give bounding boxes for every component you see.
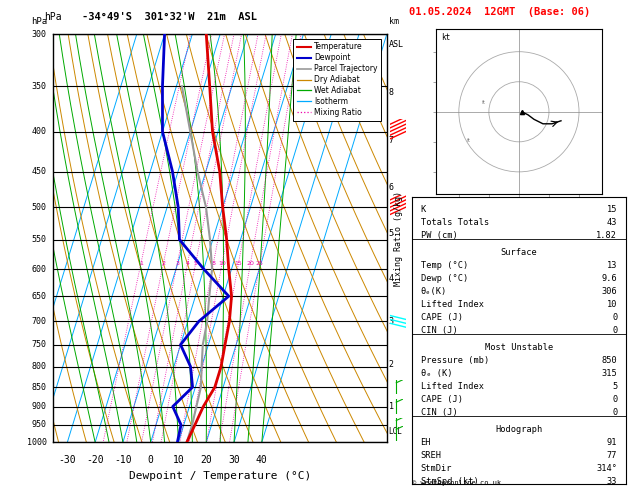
Text: 800: 800 bbox=[32, 362, 47, 371]
Text: θₑ(K): θₑ(K) bbox=[421, 287, 447, 296]
Text: 1: 1 bbox=[389, 401, 394, 411]
Text: 550: 550 bbox=[32, 235, 47, 244]
Text: Pressure (mb): Pressure (mb) bbox=[421, 356, 489, 365]
Text: Dewp (°C): Dewp (°C) bbox=[421, 274, 468, 283]
Text: 1.82: 1.82 bbox=[596, 231, 617, 240]
Text: 700: 700 bbox=[32, 317, 47, 326]
Text: 300: 300 bbox=[32, 30, 47, 38]
Text: StmSpd (kt): StmSpd (kt) bbox=[421, 477, 478, 486]
Text: Lifted Index: Lifted Index bbox=[421, 382, 484, 391]
Text: hPa: hPa bbox=[44, 12, 62, 22]
Text: 950: 950 bbox=[32, 420, 47, 429]
Text: 500: 500 bbox=[32, 203, 47, 212]
Text: EH: EH bbox=[421, 438, 431, 447]
Text: 4: 4 bbox=[389, 274, 394, 283]
Text: 43: 43 bbox=[607, 218, 617, 226]
Text: ft: ft bbox=[481, 100, 486, 105]
Text: CAPE (J): CAPE (J) bbox=[421, 313, 462, 322]
Text: 650: 650 bbox=[32, 292, 47, 301]
Text: © weatheronline.co.uk: © weatheronline.co.uk bbox=[412, 480, 501, 486]
Text: 7: 7 bbox=[389, 136, 394, 145]
Text: 0: 0 bbox=[612, 395, 617, 404]
Text: 33: 33 bbox=[607, 477, 617, 486]
Text: Totals Totals: Totals Totals bbox=[421, 218, 489, 226]
Text: 15: 15 bbox=[235, 261, 242, 266]
Text: kt: kt bbox=[441, 33, 450, 42]
Text: -34°49'S  301°32'W  21m  ASL: -34°49'S 301°32'W 21m ASL bbox=[82, 12, 257, 22]
Text: 6: 6 bbox=[389, 183, 394, 192]
Text: CIN (J): CIN (J) bbox=[421, 326, 457, 335]
Text: Dewpoint / Temperature (°C): Dewpoint / Temperature (°C) bbox=[129, 471, 311, 481]
Text: 25: 25 bbox=[256, 261, 264, 266]
Text: ft: ft bbox=[466, 138, 470, 143]
Text: SREH: SREH bbox=[421, 451, 442, 460]
Text: 600: 600 bbox=[32, 264, 47, 274]
Text: StmDir: StmDir bbox=[421, 464, 452, 473]
Text: 2: 2 bbox=[389, 360, 394, 369]
Text: PW (cm): PW (cm) bbox=[421, 231, 457, 240]
Text: hPa: hPa bbox=[31, 17, 47, 26]
Text: 306: 306 bbox=[601, 287, 617, 296]
Text: Lifted Index: Lifted Index bbox=[421, 300, 484, 309]
Legend: Temperature, Dewpoint, Parcel Trajectory, Dry Adiabat, Wet Adiabat, Isotherm, Mi: Temperature, Dewpoint, Parcel Trajectory… bbox=[293, 39, 381, 121]
Text: 1: 1 bbox=[139, 261, 143, 266]
Text: 5: 5 bbox=[612, 382, 617, 391]
Text: Temp (°C): Temp (°C) bbox=[421, 260, 468, 270]
Text: 3: 3 bbox=[389, 317, 394, 326]
Text: 450: 450 bbox=[32, 167, 47, 176]
Text: 10: 10 bbox=[607, 300, 617, 309]
Text: 77: 77 bbox=[607, 451, 617, 460]
Text: ASL: ASL bbox=[389, 40, 403, 49]
Text: 10: 10 bbox=[218, 261, 226, 266]
Text: 01.05.2024  12GMT  (Base: 06): 01.05.2024 12GMT (Base: 06) bbox=[409, 7, 590, 17]
Text: km: km bbox=[389, 17, 399, 26]
Text: 0: 0 bbox=[148, 454, 153, 465]
Text: CAPE (J): CAPE (J) bbox=[421, 395, 462, 404]
Text: -20: -20 bbox=[86, 454, 104, 465]
Text: -10: -10 bbox=[114, 454, 131, 465]
Text: LCL: LCL bbox=[389, 427, 403, 436]
Text: 4: 4 bbox=[186, 261, 189, 266]
Text: 10: 10 bbox=[172, 454, 184, 465]
Text: Mixing Ratio (g/kg): Mixing Ratio (g/kg) bbox=[394, 191, 403, 286]
Text: 5: 5 bbox=[389, 229, 394, 239]
Text: 15: 15 bbox=[607, 205, 617, 214]
Text: 13: 13 bbox=[607, 260, 617, 270]
Text: 3: 3 bbox=[175, 261, 179, 266]
Text: 20: 20 bbox=[247, 261, 254, 266]
Text: K: K bbox=[421, 205, 426, 214]
Text: 5: 5 bbox=[194, 261, 198, 266]
Text: 9.6: 9.6 bbox=[601, 274, 617, 283]
Text: 400: 400 bbox=[32, 127, 47, 136]
Text: -30: -30 bbox=[58, 454, 76, 465]
Text: 30: 30 bbox=[228, 454, 240, 465]
Text: 20: 20 bbox=[201, 454, 212, 465]
Text: CIN (J): CIN (J) bbox=[421, 408, 457, 417]
Text: 2: 2 bbox=[162, 261, 165, 266]
Text: 314°: 314° bbox=[596, 464, 617, 473]
Text: 850: 850 bbox=[601, 356, 617, 365]
Text: Hodograph: Hodograph bbox=[495, 425, 543, 434]
Text: 900: 900 bbox=[32, 402, 47, 411]
Text: Surface: Surface bbox=[501, 248, 537, 257]
Text: 350: 350 bbox=[32, 82, 47, 91]
Text: Most Unstable: Most Unstable bbox=[485, 343, 553, 352]
Text: 8: 8 bbox=[211, 261, 215, 266]
Text: θₑ (K): θₑ (K) bbox=[421, 369, 452, 378]
Text: 850: 850 bbox=[32, 382, 47, 392]
Text: 315: 315 bbox=[601, 369, 617, 378]
Text: 1000: 1000 bbox=[27, 438, 47, 447]
Text: 0: 0 bbox=[612, 313, 617, 322]
Text: 0: 0 bbox=[612, 408, 617, 417]
Text: 8: 8 bbox=[389, 87, 394, 97]
Text: 750: 750 bbox=[32, 340, 47, 349]
Text: 40: 40 bbox=[256, 454, 268, 465]
Text: 91: 91 bbox=[607, 438, 617, 447]
Text: 0: 0 bbox=[612, 326, 617, 335]
